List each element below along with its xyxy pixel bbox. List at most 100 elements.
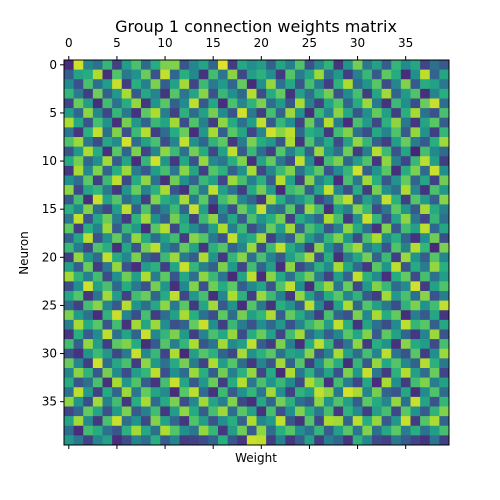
heatmap-cell [112,329,123,340]
heatmap-cell [285,387,296,398]
heatmap-cell [352,185,363,196]
heatmap-cell [410,281,421,292]
heatmap-cell [400,214,411,224]
heatmap-cell [121,339,132,350]
x-tick-label: 5 [113,36,121,50]
heatmap-cell [295,233,305,244]
heatmap-cell [285,396,296,407]
heatmap-cell [160,329,171,340]
heatmap-cell [275,329,286,340]
heatmap-cell [266,242,277,253]
heatmap-cell [352,339,363,350]
heatmap-cell [439,252,450,263]
heatmap-cell [83,416,94,427]
heatmap-cell [92,310,103,321]
heatmap-cell [121,137,132,147]
heatmap-cell [227,69,238,80]
heatmap-cell [439,117,450,128]
heatmap-cell [333,185,344,196]
heatmap-cell [237,242,248,253]
heatmap-cell [189,348,200,359]
heatmap-cell [420,271,431,282]
heatmap-cell [391,175,402,186]
heatmap-cell [362,271,373,282]
heatmap-cell [304,339,315,350]
heatmap-cell [73,319,84,330]
heatmap-cell [285,60,296,70]
heatmap-cell [112,146,123,157]
heatmap-cell [362,300,373,311]
heatmap-cell [410,348,421,359]
heatmap-cell [73,368,84,378]
heatmap-cell [343,223,354,234]
heatmap-cell [314,425,325,436]
heatmap-cell [333,300,344,311]
heatmap-cell [381,98,392,109]
heatmap-cell [102,223,113,234]
heatmap-cell [391,98,402,109]
heatmap-cell [160,291,171,301]
heatmap-cell [352,194,363,205]
y-tick-label: 20 [42,250,57,264]
heatmap-cell [372,156,382,167]
heatmap-cell [295,271,305,282]
heatmap-cell [131,339,142,350]
heatmap-cell [64,291,74,301]
heatmap-cell [391,204,402,215]
heatmap-cell [285,223,296,234]
heatmap-cell [333,223,344,234]
heatmap-cell [160,60,171,70]
heatmap-cell [323,271,334,282]
heatmap-cell [141,127,151,138]
heatmap-cell [237,214,248,224]
heatmap-cell [218,127,228,138]
heatmap-cell [400,194,411,205]
heatmap-cell [150,281,161,292]
heatmap-cell [64,425,74,436]
heatmap-cell [64,319,74,330]
heatmap-cell [400,60,411,70]
heatmap-cell [102,416,113,427]
heatmap-cell [227,377,238,388]
heatmap-cell [169,310,180,321]
heatmap-cell [83,204,94,215]
heatmap-cell [102,377,113,388]
heatmap-cell [275,214,286,224]
heatmap-cell [121,242,132,253]
heatmap-cell [275,146,286,157]
heatmap-cell [227,156,238,167]
heatmap-cell [160,252,171,263]
heatmap-cell [246,271,257,282]
heatmap-cell [112,242,123,253]
heatmap-cell [92,108,103,119]
heatmap-cell [304,358,315,369]
heatmap-cell [381,194,392,205]
heatmap-cell [131,117,142,128]
heatmap-cell [227,329,238,340]
heatmap-cell [304,137,315,147]
heatmap-cell [400,319,411,330]
heatmap-cell [102,425,113,436]
heatmap-cell [372,185,382,196]
heatmap-cell [381,377,392,388]
heatmap-cell [227,406,238,417]
heatmap-cell [83,291,94,301]
heatmap-cell [83,137,94,147]
heatmap-cell [73,108,84,119]
heatmap-cell [73,339,84,350]
heatmap-cell [189,175,200,186]
heatmap-cell [352,300,363,311]
heatmap-cell [64,146,74,157]
heatmap-cell [391,88,402,99]
heatmap-cell [391,233,402,244]
heatmap-cell [343,69,354,80]
heatmap-cell [198,281,209,292]
heatmap-cell [227,127,238,138]
heatmap-cell [352,204,363,215]
heatmap-cell [141,416,151,427]
heatmap-cell [131,175,142,186]
heatmap-cell [275,156,286,167]
heatmap-cell [218,339,228,350]
heatmap-cell [189,300,200,311]
heatmap-cell [237,79,248,90]
